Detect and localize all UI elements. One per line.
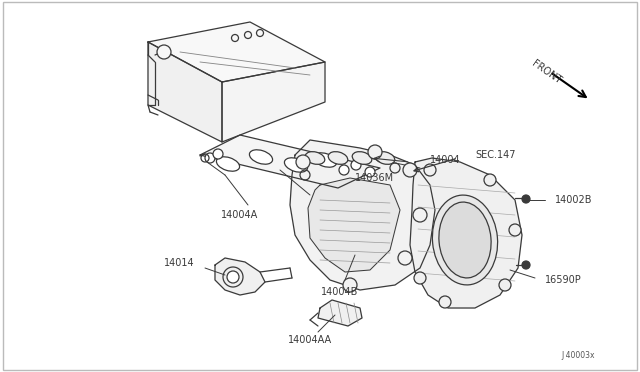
Circle shape: [296, 155, 310, 169]
Ellipse shape: [352, 152, 372, 164]
Ellipse shape: [216, 157, 239, 171]
Text: 14004B: 14004B: [321, 287, 358, 297]
Text: J 40003x: J 40003x: [561, 350, 595, 359]
Polygon shape: [200, 135, 380, 188]
Circle shape: [414, 272, 426, 284]
Polygon shape: [148, 22, 325, 82]
Polygon shape: [215, 258, 265, 295]
Ellipse shape: [314, 153, 337, 167]
Circle shape: [403, 163, 417, 177]
Circle shape: [413, 208, 427, 222]
Circle shape: [522, 195, 530, 203]
Circle shape: [213, 149, 223, 159]
Circle shape: [365, 167, 375, 177]
Circle shape: [343, 278, 357, 292]
Text: FRONT: FRONT: [530, 58, 563, 86]
Circle shape: [398, 251, 412, 265]
Circle shape: [227, 271, 239, 283]
Text: 16590P: 16590P: [545, 275, 582, 285]
Polygon shape: [290, 140, 435, 290]
Polygon shape: [318, 300, 362, 326]
Text: 14004AA: 14004AA: [288, 335, 332, 345]
Circle shape: [424, 164, 436, 176]
Circle shape: [522, 261, 530, 269]
Polygon shape: [410, 158, 522, 308]
Circle shape: [339, 165, 349, 175]
Text: 14004A: 14004A: [221, 210, 259, 220]
Ellipse shape: [375, 152, 395, 164]
Polygon shape: [222, 62, 325, 142]
Text: 14004: 14004: [430, 155, 461, 165]
Polygon shape: [148, 42, 222, 142]
Polygon shape: [308, 178, 400, 272]
Ellipse shape: [328, 152, 348, 164]
Circle shape: [205, 153, 215, 163]
Ellipse shape: [250, 150, 273, 164]
Circle shape: [509, 224, 521, 236]
Ellipse shape: [284, 158, 308, 172]
Ellipse shape: [439, 202, 491, 278]
Text: 14036M: 14036M: [355, 173, 394, 183]
Circle shape: [439, 296, 451, 308]
Circle shape: [499, 279, 511, 291]
Circle shape: [351, 160, 361, 170]
Ellipse shape: [305, 152, 324, 164]
Circle shape: [484, 174, 496, 186]
Text: SEC.147: SEC.147: [475, 150, 515, 160]
Text: 14002B: 14002B: [555, 195, 593, 205]
Circle shape: [368, 145, 382, 159]
Ellipse shape: [433, 195, 498, 285]
Text: 14014: 14014: [164, 258, 195, 268]
Circle shape: [157, 45, 171, 59]
